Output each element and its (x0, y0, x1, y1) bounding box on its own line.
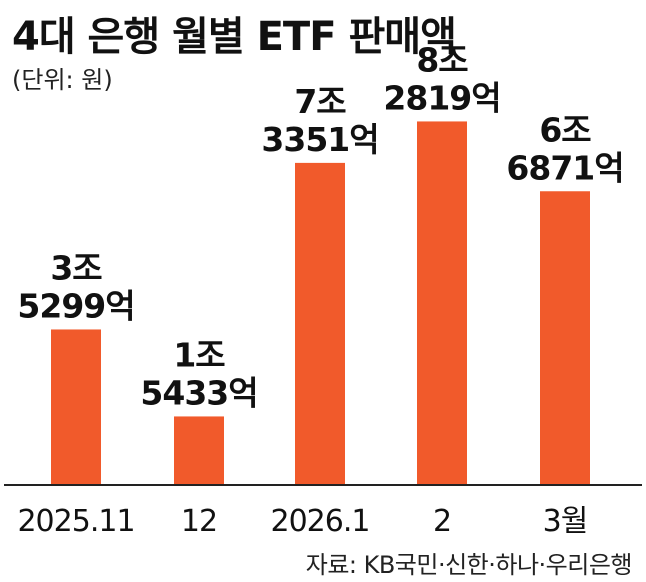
x-tick-label-2026.1: 2026.1 (271, 504, 370, 539)
data-label-3월-line1: 6조 (539, 110, 591, 149)
x-tick-label-3월: 3월 (543, 504, 588, 539)
chart-title: 4대 은행 월별 ETF 판매액 (12, 14, 457, 60)
bar-3월 (540, 191, 590, 485)
source-note: 자료: KB국민·신한·하나·우리은행 (305, 551, 633, 579)
data-label-2026.1-line2: 3351억 (261, 120, 378, 159)
data-label-3월-line2: 6871억 (506, 148, 623, 187)
data-label-2-line2: 2819억 (383, 78, 500, 117)
data-label-12-line1: 1조 (173, 335, 225, 374)
bars-group (51, 121, 590, 485)
unit-label: (단위: 원) (12, 66, 113, 94)
bar-12 (174, 416, 224, 484)
bar-2026.1 (295, 162, 345, 484)
data-label-2026.1-line1: 7조 (294, 82, 346, 121)
x-tick-label-2: 2 (433, 504, 451, 539)
data-label-12-line2: 5433억 (140, 373, 257, 412)
x-tick-label-2025.11: 2025.11 (17, 504, 134, 539)
x-tick-label-12: 12 (181, 504, 217, 539)
data-label-2-line1: 8조 (416, 40, 468, 79)
bar-2 (417, 121, 467, 484)
data-label-2025.11-line2: 5299억 (17, 286, 134, 325)
data-label-2025.11-line1: 3조 (50, 248, 102, 287)
x-tick-labels-group: 2025.11 12 2026.1 2 3월 (17, 504, 588, 539)
bar-2025.11 (51, 329, 101, 484)
